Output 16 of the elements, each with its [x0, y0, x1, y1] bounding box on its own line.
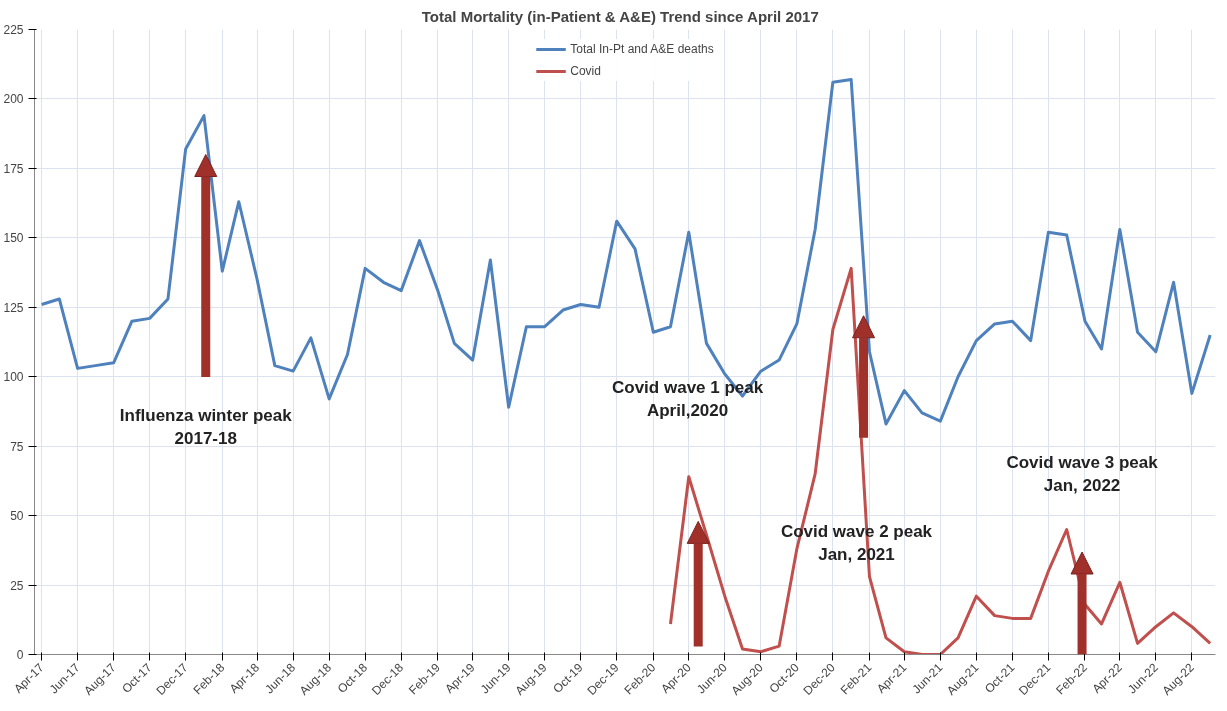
- annotation: Covid wave 3 peak Jan, 2022: [1006, 452, 1159, 495]
- annotation: Influenza winter peak 2017-18: [119, 406, 293, 448]
- legend-label: Covid: [570, 64, 601, 78]
- y-tick-label: 75: [10, 439, 24, 454]
- y-tick-label: 0: [16, 648, 24, 662]
- legend-label: Total In-Pt and A&E deaths: [570, 42, 714, 56]
- y-tick-label: 200: [3, 92, 24, 107]
- chart-title: Total Mortality (in-Patient & A&E) Trend since April 2017: [421, 7, 819, 25]
- line-series: [40, 78, 1212, 426]
- y-tick-label: 150: [3, 231, 24, 246]
- y-tick-label: 125: [3, 300, 24, 315]
- y-tick-label: 100: [3, 370, 24, 385]
- y-tick-label: 225: [3, 23, 24, 37]
- y-tick-label: 175: [3, 161, 24, 176]
- y-tick-label: 25: [10, 578, 24, 593]
- y-tick-label: 50: [10, 509, 24, 524]
